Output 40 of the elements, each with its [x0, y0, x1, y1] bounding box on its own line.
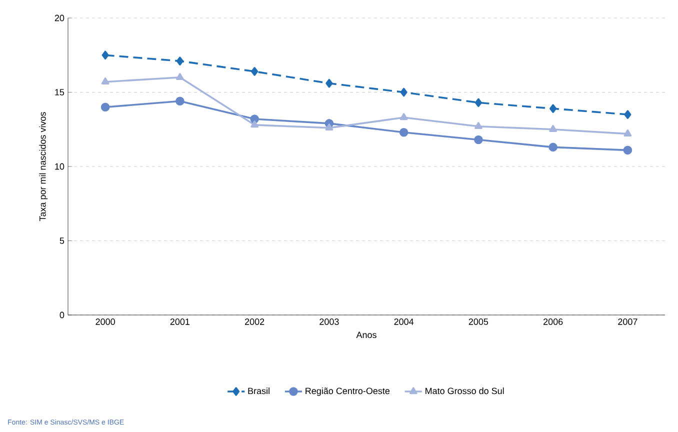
- point: [624, 110, 632, 119]
- y-tick-label: 10: [55, 163, 64, 170]
- x-tick-label: 2005: [468, 318, 488, 325]
- point: [101, 77, 110, 85]
- point: [176, 73, 184, 80]
- x-tick-label: 2000: [96, 318, 115, 325]
- point: [548, 142, 558, 152]
- legend-label: Mato Grosso do Sul: [426, 388, 504, 394]
- point: [251, 67, 258, 76]
- point: [102, 50, 109, 60]
- point: [399, 128, 408, 137]
- y-axis-title: Taxa por mil nascidos vivos: [39, 112, 48, 222]
- legend-label: Brasil: [248, 388, 270, 394]
- x-tick-label: 2001: [170, 318, 190, 325]
- x-tick-label: 2007: [618, 318, 638, 325]
- point: [474, 122, 482, 130]
- point: [176, 56, 184, 66]
- point: [176, 96, 184, 106]
- point: [623, 146, 632, 155]
- point: [400, 113, 408, 120]
- point: [325, 123, 334, 131]
- point: [400, 88, 408, 97]
- point: [624, 129, 632, 136]
- y-tick-label: 5: [60, 238, 64, 244]
- point: [100, 102, 110, 112]
- x-tick-label: 2002: [245, 318, 264, 325]
- x-tick-label: 2004: [394, 318, 414, 325]
- point: [326, 78, 333, 88]
- x-axis-title: Anos: [356, 332, 376, 338]
- y-tick-label: 20: [54, 14, 64, 22]
- point: [549, 124, 557, 132]
- point: [250, 120, 258, 128]
- point: [550, 104, 557, 113]
- legend-label: Região Centro-Oeste: [306, 388, 390, 396]
- point: [474, 135, 483, 144]
- y-tick-label: 0: [60, 312, 64, 318]
- x-tick-label: 2003: [320, 318, 339, 325]
- x-tick-label: 2006: [544, 318, 563, 325]
- y-tick-label: 15: [55, 89, 64, 96]
- point: [474, 98, 482, 108]
